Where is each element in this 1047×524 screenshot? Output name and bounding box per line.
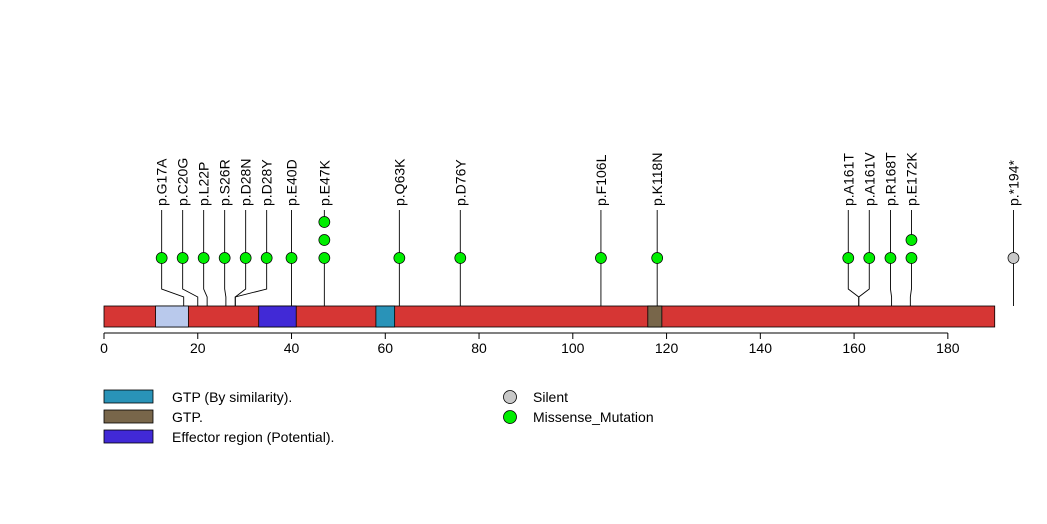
mutation-dot — [863, 252, 876, 264]
mutation-dot — [318, 234, 331, 246]
domain-segment — [155, 305, 189, 328]
domain-layer — [103, 305, 996, 328]
mutation-label: p.C20G — [175, 158, 191, 206]
mutation-label: p.A161T — [840, 153, 856, 206]
mutation-dot — [176, 252, 189, 264]
legend-dot — [503, 390, 517, 404]
lollipop-stem — [203, 258, 208, 306]
protein-backbone — [103, 305, 996, 328]
mutation-label: p.A161V — [861, 152, 877, 206]
mutation-dot — [155, 252, 168, 264]
mutation-dot — [318, 252, 331, 264]
lollipop-dots — [155, 216, 1020, 264]
mutation-dot — [905, 252, 918, 264]
mutation-dot — [454, 252, 467, 264]
legend-label: GTP. — [172, 409, 203, 425]
lollipop-stem — [161, 258, 185, 306]
mutation-label: p.K118N — [649, 153, 665, 206]
mutation-labels: p.G17A p.C20G p.L22P p.S26R p.D28N p.D28Y p.E4… — [154, 152, 1022, 206]
mutation-dot — [393, 252, 406, 264]
axis-tick-label: 60 — [377, 340, 393, 356]
axis-tick-label: 40 — [284, 340, 300, 356]
mutation-dot — [318, 216, 331, 228]
mutation-label: p.E40D — [284, 159, 300, 206]
mutation-label: p.G17A — [154, 158, 170, 206]
mutation-label: p.E172K — [903, 152, 919, 206]
lollipop-stems — [161, 210, 1014, 306]
domain-segment — [258, 305, 297, 328]
mutation-label: p.Q63K — [391, 158, 407, 206]
legend-dot — [503, 410, 517, 424]
x-axis: 0 20 40 60 80 100 120 140 160 180 — [100, 332, 960, 356]
legend-swatch — [103, 389, 154, 404]
mutation-label: p.E47K — [316, 159, 332, 206]
lollipop-stem — [182, 258, 199, 306]
mutation-label: p.S26R — [217, 159, 233, 206]
mutation-label: p.D28N — [238, 159, 254, 206]
legend-swatch — [103, 409, 154, 424]
mutation-dot — [842, 252, 855, 264]
mutation-label: p.D28Y — [259, 159, 275, 206]
legend-label: Effector region (Potential). — [172, 429, 334, 445]
mutation-dot — [884, 252, 897, 264]
legend-label: Silent — [533, 389, 568, 405]
mutation-dot — [905, 234, 918, 246]
mutation-label: p.D76Y — [452, 159, 468, 206]
mutation-dot — [285, 252, 298, 264]
axis-tick-label: 80 — [471, 340, 487, 356]
mutation-dot — [197, 252, 210, 264]
lollipop-stem — [224, 258, 227, 306]
lollipop-stem — [847, 258, 860, 306]
legend-swatch — [103, 429, 154, 444]
mutation-label: p.L22P — [196, 162, 212, 206]
domain-segment — [647, 305, 663, 328]
axis-tick-label: 100 — [561, 340, 585, 356]
mutation-dot — [239, 252, 252, 264]
lollipop-stem — [890, 258, 893, 306]
lollipop-stem — [234, 258, 247, 306]
mutation-dot — [595, 252, 607, 264]
axis-tick-label: 20 — [190, 340, 206, 356]
mutation-dot — [260, 252, 273, 264]
mutation-dot — [651, 252, 664, 264]
mutation-label: p.F106L — [593, 154, 609, 206]
mutation-label: p.R168T — [882, 152, 898, 206]
legend: GTP (By similarity). GTP. Effector region … — [103, 389, 654, 445]
axis-tick-label: 180 — [936, 340, 960, 356]
mutation-dot — [1007, 252, 1020, 264]
axis-tick-label: 0 — [100, 340, 108, 356]
lollipop-stem — [858, 258, 870, 306]
domain-segment — [375, 305, 396, 328]
mutation-label: p.*194* — [1005, 160, 1021, 206]
axis-tick-label: 120 — [655, 340, 679, 356]
legend-label: GTP (By similarity). — [172, 389, 292, 405]
axis-tick-label: 160 — [842, 340, 866, 356]
mutation-dot — [218, 252, 231, 264]
lollipop-stem — [909, 258, 912, 306]
axis-tick-label: 140 — [749, 340, 773, 356]
lollipop-stem — [234, 258, 268, 306]
legend-label: Missense_Mutation — [533, 409, 654, 425]
